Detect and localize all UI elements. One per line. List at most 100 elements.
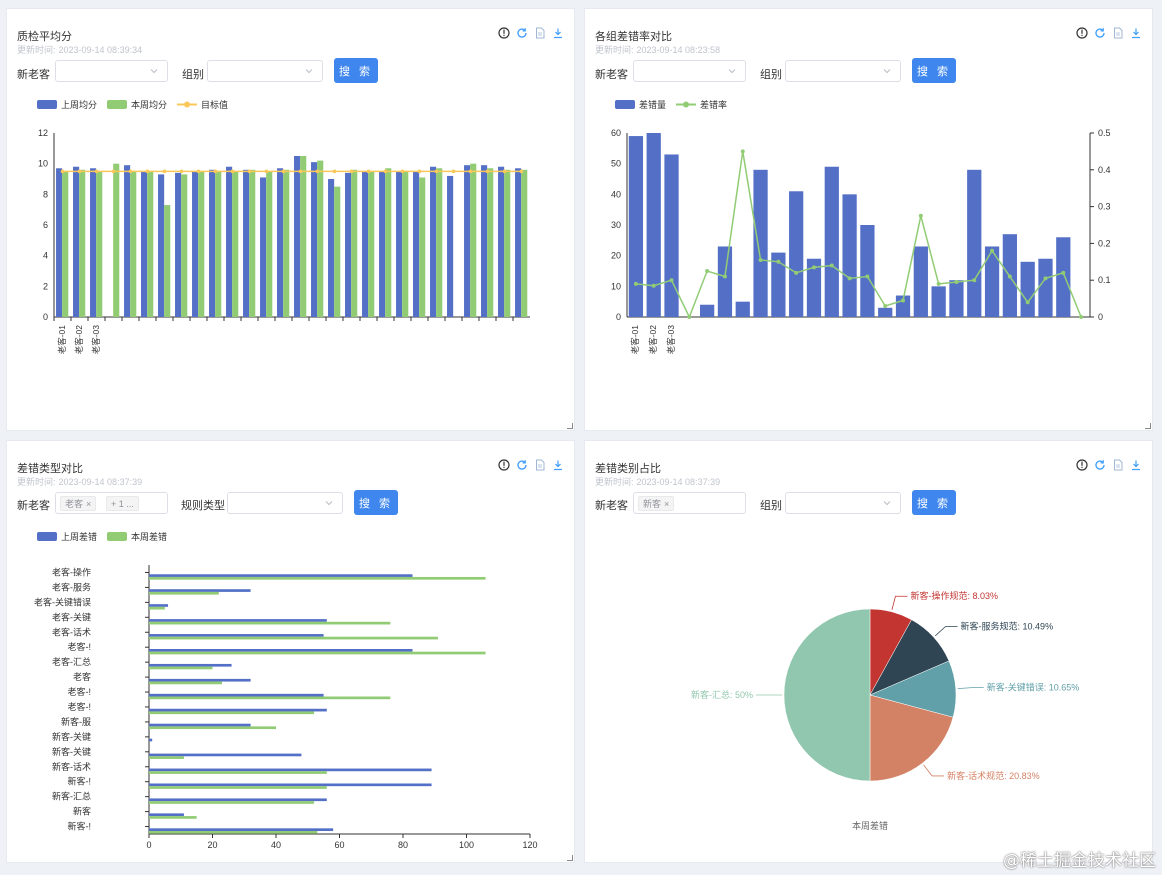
customer-select[interactable] <box>633 60 746 82</box>
bar-error-count <box>1056 237 1071 317</box>
group-select[interactable] <box>207 60 323 82</box>
search-button[interactable]: 搜 索 <box>334 58 378 83</box>
legend-line-swatch <box>676 101 697 108</box>
group-select[interactable] <box>785 60 901 82</box>
customer-select[interactable]: 新客 × <box>633 492 746 514</box>
error-rate-point <box>811 265 816 270</box>
bar-this-week <box>504 169 511 317</box>
download-icon[interactable] <box>552 27 564 39</box>
target-point <box>451 169 456 174</box>
error-rate-point <box>794 270 799 275</box>
rule-type-select[interactable] <box>227 492 343 514</box>
legend-item[interactable]: 上周均分 <box>37 98 97 111</box>
group-select[interactable] <box>785 492 901 514</box>
legend-item[interactable]: 本周均分 <box>107 98 167 111</box>
y-tick-label: 新客-关键 <box>52 746 91 757</box>
error-rate-point <box>990 248 995 253</box>
resize-handle[interactable] <box>1145 423 1151 429</box>
bar-last-week <box>149 634 324 637</box>
info-icon[interactable] <box>1076 459 1088 471</box>
update-time: 更新时间: 2023-09-14 08:37:39 <box>595 475 720 488</box>
y-tick-label: 新客-关键 <box>52 731 91 742</box>
download-icon[interactable] <box>1130 459 1142 471</box>
legend-item[interactable]: 本周差错 <box>107 530 167 543</box>
pie-label-line <box>923 764 945 777</box>
target-point <box>196 169 201 174</box>
customer-select[interactable] <box>55 60 168 82</box>
download-icon[interactable] <box>552 459 564 471</box>
document-icon[interactable] <box>1112 27 1124 39</box>
pie-label: 新客-话术规范: 20.83% <box>947 770 1040 781</box>
target-point <box>111 169 116 174</box>
bar-last-week <box>311 162 318 317</box>
bar-last-week <box>328 179 335 317</box>
bar-this-week <box>232 171 239 317</box>
bar-last-week <box>498 166 505 317</box>
search-button[interactable]: 搜 索 <box>912 58 956 83</box>
info-icon[interactable] <box>498 27 510 39</box>
bar-last-week <box>260 177 267 317</box>
bar-this-week <box>62 171 69 317</box>
y-tick-label: 60 <box>611 128 621 138</box>
document-icon[interactable] <box>1112 459 1124 471</box>
error-type-chart: 0 20 40 60 80 100 120新客-!新客新客-汇总新客-!新客-话术新客-关键… <box>34 565 538 850</box>
resize-handle[interactable] <box>567 855 573 861</box>
bar-this-week <box>351 169 358 317</box>
bar-error-count <box>931 286 946 317</box>
bar-last-week <box>362 171 369 317</box>
bar-last-week <box>294 156 301 317</box>
bar-this-week <box>402 171 409 317</box>
error-rate-point <box>1061 270 1066 275</box>
error-rate-point <box>669 278 674 283</box>
bar-this-week <box>149 801 315 804</box>
search-button[interactable]: 搜 索 <box>354 490 398 515</box>
tag-close-icon[interactable]: × <box>664 498 670 509</box>
y-tick-label: 50 <box>611 159 621 169</box>
legend-item[interactable]: 差错率 <box>676 98 727 111</box>
chart-caption: 本周差错 <box>852 820 888 831</box>
legend-item[interactable]: 差错量 <box>615 98 666 111</box>
bar-error-count <box>646 133 661 317</box>
search-button[interactable]: 搜 索 <box>912 490 956 515</box>
refresh-icon[interactable] <box>1094 27 1106 39</box>
error-rate-point <box>776 259 781 264</box>
panel-tools <box>1076 27 1142 39</box>
y-tick-label: 8 <box>43 189 48 199</box>
legend-item[interactable]: 目标值 <box>177 98 228 111</box>
error-rate-point <box>1007 274 1012 279</box>
bar-last-week <box>379 171 386 317</box>
info-icon[interactable] <box>1076 27 1088 39</box>
legend-item[interactable]: 上周差错 <box>37 530 97 543</box>
y-tick-label: 12 <box>38 128 48 138</box>
refresh-icon[interactable] <box>516 27 528 39</box>
refresh-icon[interactable] <box>1094 459 1106 471</box>
info-icon[interactable] <box>498 459 510 471</box>
legend-label: 本周均分 <box>131 100 168 110</box>
bar-error-count <box>717 246 733 317</box>
resize-handle[interactable] <box>567 423 573 429</box>
bar-last-week <box>149 783 432 787</box>
document-icon[interactable] <box>534 27 546 39</box>
bar-last-week <box>149 768 432 772</box>
error-rate-line <box>635 151 1082 319</box>
tag-close-icon[interactable]: × <box>86 498 92 509</box>
bar-this-week <box>368 171 375 317</box>
y-tick-label: 2 <box>43 281 48 291</box>
bar-error-count <box>771 252 786 317</box>
target-point <box>77 169 82 174</box>
refresh-icon[interactable] <box>516 459 528 471</box>
chart-legend: 差错量 差错率 <box>615 98 727 111</box>
bar-error-count <box>1038 258 1053 317</box>
y-tick-label: 新客 <box>73 806 91 817</box>
bar-this-week <box>419 177 426 317</box>
chart-legend: 上周均分 本周均分 目标值 <box>37 98 228 111</box>
download-icon[interactable] <box>1130 27 1142 39</box>
bar-this-week <box>436 168 443 317</box>
bar-last-week <box>149 738 153 742</box>
customer-select[interactable]: 老客 × + 1 ... <box>55 492 168 514</box>
target-point <box>468 169 473 174</box>
update-time-value: 2023-09-14 08:39:34 <box>58 45 143 55</box>
document-icon[interactable] <box>534 459 546 471</box>
panel-title: 质检平均分 <box>17 31 72 43</box>
legend-label: 上周均分 <box>61 100 98 110</box>
